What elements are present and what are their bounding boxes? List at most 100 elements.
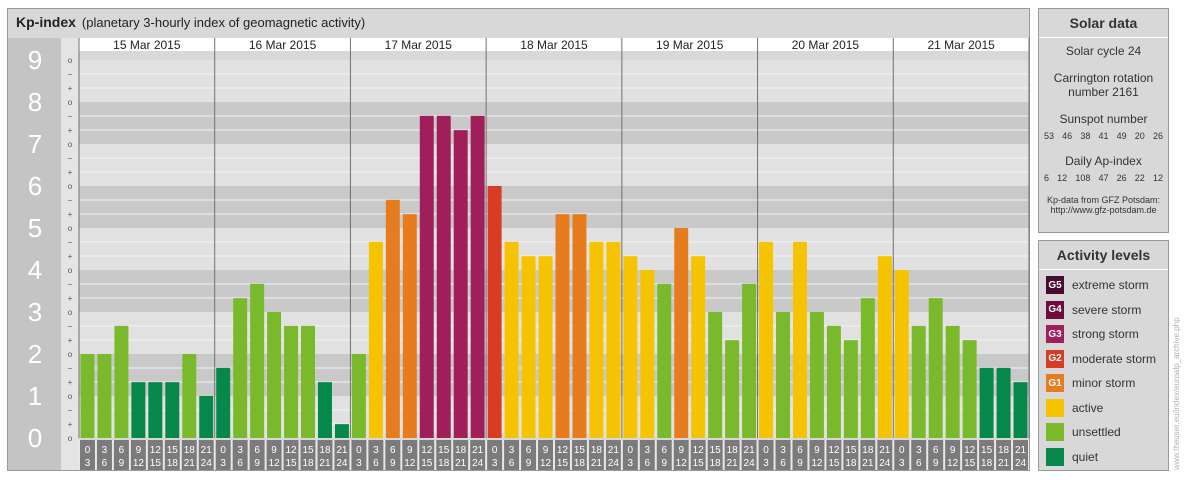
time-cell (1013, 440, 1028, 470)
source-line2: http://www.gfz-potsdam.de (1050, 205, 1157, 215)
time-start-label: 6 (119, 445, 125, 456)
time-start-label: 21 (1015, 445, 1027, 456)
minor-tick-label: − (68, 406, 73, 415)
kp-bar (979, 367, 994, 438)
time-start-label: 21 (336, 445, 348, 456)
legend-item-g4: G4 severe storm (1046, 300, 1141, 320)
time-start-label: 15 (438, 445, 450, 456)
time-end-label: 24 (879, 458, 891, 469)
time-end-label: 3 (763, 458, 769, 469)
minor-tick-label: o (68, 350, 73, 359)
kp-bar (945, 325, 960, 438)
time-start-label: 3 (780, 445, 786, 456)
time-start-label: 9 (543, 445, 549, 456)
time-cell (894, 440, 910, 470)
legend-item-g1: G1 minor storm (1046, 373, 1135, 393)
time-cell (334, 440, 350, 470)
legend-swatch: G1 (1046, 374, 1064, 392)
time-cell (113, 440, 129, 470)
time-end-label: 9 (933, 458, 939, 469)
carrington-line2: number 2161 (1068, 85, 1139, 99)
legend-item-g2: G2 moderate storm (1046, 349, 1156, 369)
time-cell (673, 440, 689, 470)
minor-tick-label: + (68, 126, 73, 135)
time-cell (283, 440, 299, 470)
y-tick-label: 9 (28, 45, 42, 75)
time-end-label: 18 (710, 458, 722, 469)
time-end-label: 3 (85, 458, 91, 469)
time-end-label: 18 (167, 458, 179, 469)
time-cell (656, 440, 672, 470)
kp-bar (962, 340, 977, 438)
kp-bar (674, 228, 689, 438)
ap-value: 108 (1075, 173, 1091, 183)
kp-bar (182, 354, 197, 438)
sunspot-value: 53 (1044, 131, 1055, 141)
minor-tick-label: + (68, 420, 73, 429)
activity-levels-panel: Activity levels G5 extreme storm G4 severe… (1038, 240, 1169, 471)
minor-tick-label: o (68, 308, 73, 317)
ap-value: 47 (1098, 173, 1109, 183)
time-start-label: 21 (608, 445, 620, 456)
time-cell (402, 440, 418, 470)
minor-tick-label: − (68, 238, 73, 247)
day-label: 18 Mar 2015 (520, 38, 588, 52)
time-end-label: 9 (390, 458, 396, 469)
kp-bar (877, 256, 892, 438)
time-end-label: 12 (540, 458, 552, 469)
time-start-label: 12 (828, 445, 840, 456)
legend-label: strong storm (1072, 327, 1139, 341)
minor-tick-band (61, 38, 79, 470)
y-tick-label: 5 (28, 213, 42, 243)
chart-subtitle: (planetary 3-hourly index of geomagnetic… (81, 15, 366, 30)
time-start-label: 18 (998, 445, 1010, 456)
kp-bar (894, 270, 909, 438)
time-cell (741, 440, 757, 470)
time-start-label: 15 (574, 445, 586, 456)
chart-title: Kp-index (planetary 3-hourly index of geo… (16, 14, 365, 30)
sunspot-value: 38 (1080, 131, 1091, 141)
time-cell (487, 440, 503, 470)
time-cell (707, 440, 723, 470)
time-start-label: 6 (661, 445, 667, 456)
kp-bar (843, 340, 858, 438)
kp-bar (318, 382, 332, 438)
time-start-label: 0 (356, 445, 362, 456)
kp-bar (725, 340, 740, 438)
time-cell (945, 440, 961, 470)
time-end-label: 21 (998, 458, 1010, 469)
y-tick-label: 4 (28, 255, 42, 285)
time-cell (317, 440, 333, 470)
minor-tick-label: o (68, 182, 73, 191)
time-end-label: 21 (184, 458, 196, 469)
time-start-label: 3 (237, 445, 243, 456)
time-start-label: 15 (981, 445, 993, 456)
minor-tick-label: − (68, 70, 73, 79)
time-start-label: 0 (220, 445, 226, 456)
kp-bar (487, 186, 502, 438)
legend-swatch: G2 (1046, 349, 1064, 368)
day-label: 15 Mar 2015 (113, 38, 181, 52)
time-start-label: 0 (763, 445, 769, 456)
legend-label: quiet (1072, 449, 1099, 464)
time-cell (877, 440, 893, 470)
time-cell (555, 440, 570, 470)
time-end-label: 18 (302, 458, 314, 469)
minor-tick-label: + (68, 210, 73, 219)
minor-tick-label: − (68, 280, 73, 289)
sunspot-value: 49 (1116, 131, 1127, 141)
legend-swatch: G4 (1046, 300, 1064, 319)
legend-swatch (1046, 423, 1064, 441)
time-cell (232, 440, 248, 470)
activity-levels-heading: Activity levels (1039, 241, 1168, 270)
time-end-label: 12 (676, 458, 688, 469)
minor-tick-label: o (68, 434, 73, 443)
time-end-label: 3 (899, 458, 905, 469)
time-end-label: 9 (526, 458, 532, 469)
kp-bar (267, 312, 282, 438)
y-tick-label: 8 (28, 87, 42, 117)
time-start-label: 18 (591, 445, 603, 456)
time-cell (538, 440, 553, 470)
time-cell (639, 440, 655, 470)
legend-label: severe storm (1072, 302, 1142, 317)
